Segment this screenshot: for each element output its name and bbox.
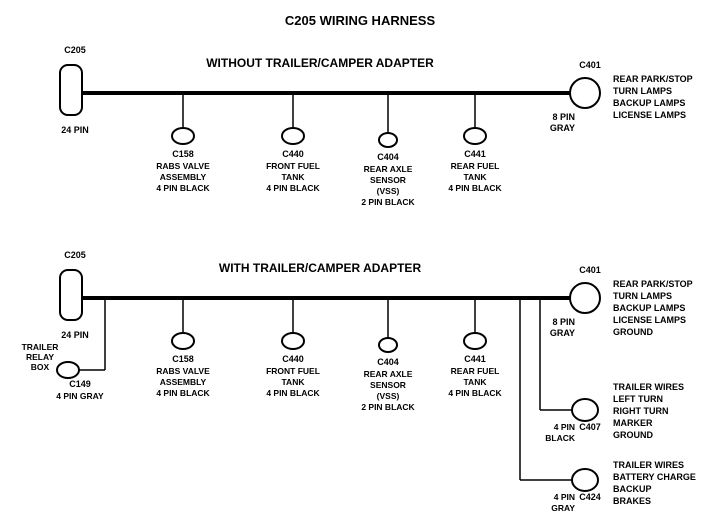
tap-label: 4 PIN BLACK (448, 183, 502, 193)
right-connector-desc: BACKUP LAMPS (613, 303, 685, 313)
left-branch-label-top: C149 (69, 379, 91, 389)
tap-label: FRONT FUEL (266, 366, 320, 376)
section-subtitle: WITH TRAILER/CAMPER ADAPTER (219, 261, 422, 275)
tap-label-top: C441 (464, 149, 486, 159)
trailer-relay-box-label: TRAILER (22, 342, 59, 352)
tap-label: TANK (464, 172, 488, 182)
right-connector-pinlabel: 8 PIN (552, 112, 575, 122)
tap-label-top: C158 (172, 149, 194, 159)
right-branch-pinlabel: BLACK (545, 433, 576, 443)
tap-label: 4 PIN BLACK (156, 388, 210, 398)
tap-label: ASSEMBLY (160, 377, 207, 387)
right-branch-desc: TRAILER WIRES (613, 382, 684, 392)
left-connector-label-bottom: 24 PIN (61, 330, 89, 340)
right-branch-label-top: C407 (579, 422, 601, 432)
right-connector-desc: TURN LAMPS (613, 86, 672, 96)
right-connector-label-top: C401 (579, 265, 601, 275)
tap-label-top: C440 (282, 149, 304, 159)
right-branch-label-top: C424 (579, 492, 601, 502)
right-connector-desc: TURN LAMPS (613, 291, 672, 301)
wiring-diagram: C205 WIRING HARNESS WITHOUT TRAILER/CAMP… (0, 0, 720, 517)
right-branch-desc: TRAILER WIRES (613, 460, 684, 470)
tap-label: REAR FUEL (451, 366, 500, 376)
tap-label: 4 PIN BLACK (266, 183, 320, 193)
right-connector-pinlabel: GRAY (550, 123, 575, 133)
trailer-relay-box-label: RELAY (26, 352, 54, 362)
tap-label: (VSS) (377, 391, 400, 401)
right-connector-desc: BACKUP LAMPS (613, 98, 685, 108)
diagram-title: C205 WIRING HARNESS (285, 13, 436, 28)
right-branch-desc: BACKUP (613, 484, 652, 494)
tap-label: 4 PIN BLACK (266, 388, 320, 398)
right-connector-desc: LICENSE LAMPS (613, 315, 686, 325)
tap-label: TANK (464, 377, 488, 387)
tap-label: TANK (282, 377, 306, 387)
left-branch-label-bottom: 4 PIN GRAY (56, 391, 104, 401)
tap-label: FRONT FUEL (266, 161, 320, 171)
right-branch-desc: RIGHT TURN (613, 406, 669, 416)
tap-label: TANK (282, 172, 306, 182)
tap-label: 2 PIN BLACK (361, 197, 415, 207)
tap-label: REAR AXLE (364, 164, 413, 174)
tap-label: (VSS) (377, 186, 400, 196)
tap-label-top: C404 (377, 357, 399, 367)
tap-label: REAR AXLE (364, 369, 413, 379)
right-connector-pinlabel: 8 PIN (552, 317, 575, 327)
tap-label: SENSOR (370, 175, 406, 185)
tap-label-top: C404 (377, 152, 399, 162)
left-connector-label-bottom: 24 PIN (61, 125, 89, 135)
tap-label: RABS VALVE (156, 366, 210, 376)
right-connector-pinlabel: GRAY (550, 328, 575, 338)
tap-label: ASSEMBLY (160, 172, 207, 182)
diagram-bg (0, 0, 720, 517)
right-connector-desc: REAR PARK/STOP (613, 74, 693, 84)
section-subtitle: WITHOUT TRAILER/CAMPER ADAPTER (206, 56, 434, 70)
right-connector-desc: GROUND (613, 327, 653, 337)
tap-label-top: C158 (172, 354, 194, 364)
left-connector-label-top: C205 (64, 250, 86, 260)
right-branch-pinlabel: 4 PIN (554, 422, 575, 432)
right-branch-desc: BATTERY CHARGE (613, 472, 696, 482)
tap-label: SENSOR (370, 380, 406, 390)
tap-label: RABS VALVE (156, 161, 210, 171)
tap-label: 4 PIN BLACK (156, 183, 210, 193)
right-branch-desc: LEFT TURN (613, 394, 663, 404)
tap-label-top: C440 (282, 354, 304, 364)
right-connector-label-top: C401 (579, 60, 601, 70)
right-connector-desc: REAR PARK/STOP (613, 279, 693, 289)
right-branch-pinlabel: GRAY (551, 503, 575, 513)
right-connector-desc: LICENSE LAMPS (613, 110, 686, 120)
right-branch-pinlabel: 4 PIN (554, 492, 575, 502)
tap-label: 4 PIN BLACK (448, 388, 502, 398)
trailer-relay-box-label: BOX (31, 362, 50, 372)
left-connector-label-top: C205 (64, 45, 86, 55)
right-branch-desc: MARKER (613, 418, 653, 428)
tap-label: REAR FUEL (451, 161, 500, 171)
tap-label-top: C441 (464, 354, 486, 364)
tap-label: 2 PIN BLACK (361, 402, 415, 412)
right-branch-desc: BRAKES (613, 496, 651, 506)
right-branch-desc: GROUND (613, 430, 653, 440)
